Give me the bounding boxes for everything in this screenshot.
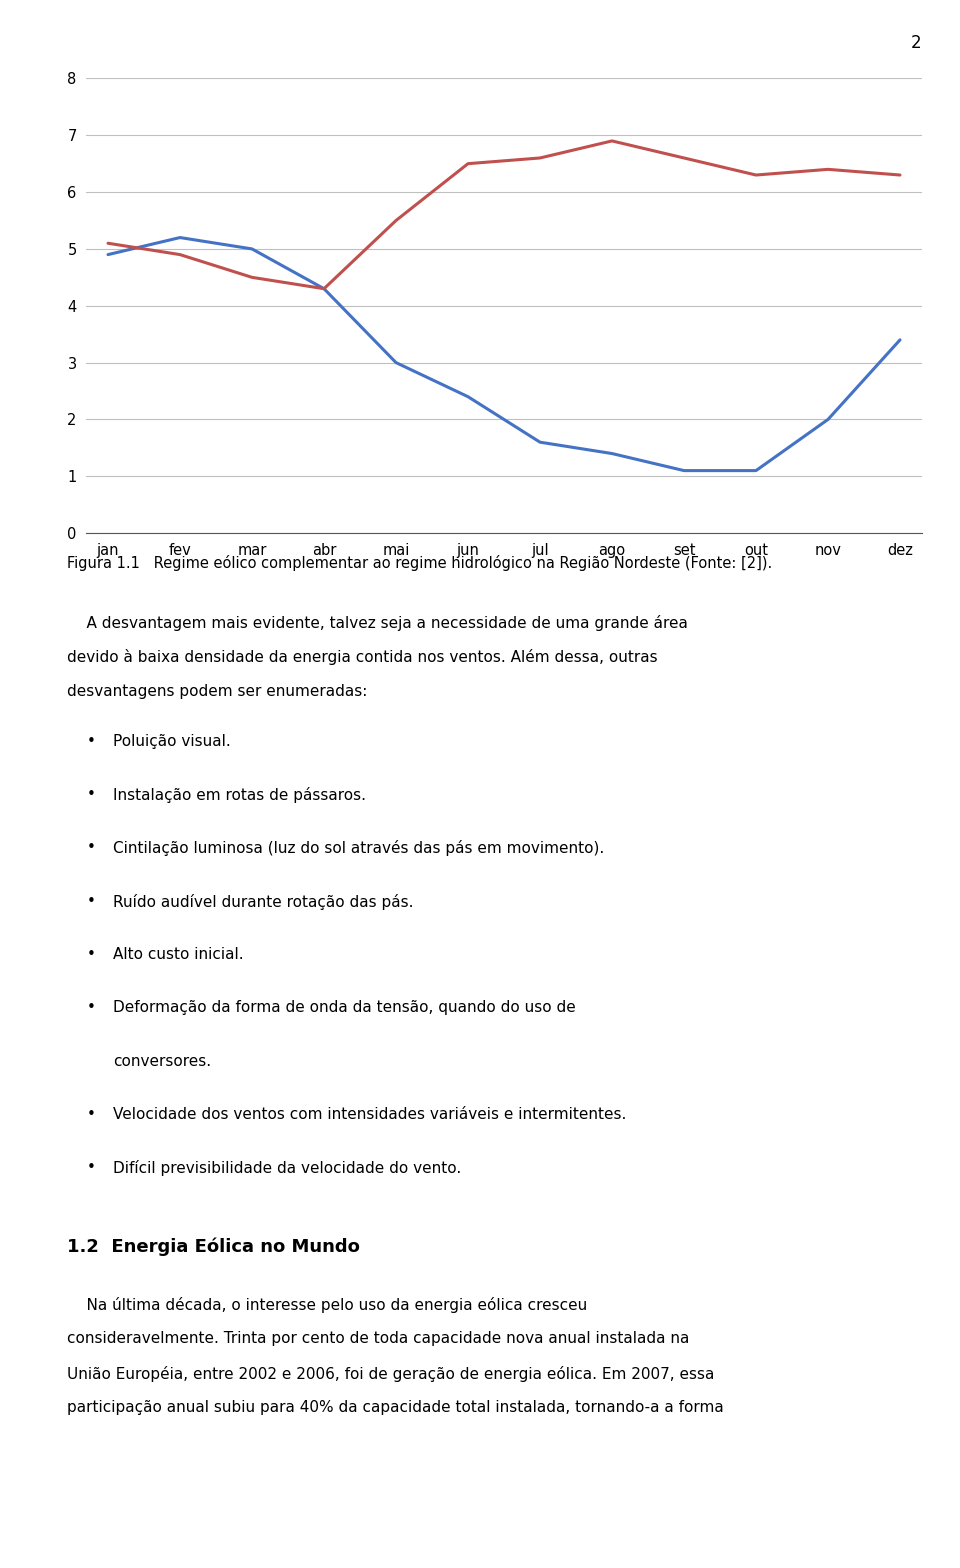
Text: Cintilação luminosa (luz do sol através das pás em movimento).: Cintilação luminosa (luz do sol através …	[113, 840, 605, 856]
Text: 1.2  Energia Eólica no Mundo: 1.2 Energia Eólica no Mundo	[67, 1237, 360, 1256]
Text: •: •	[86, 947, 96, 963]
Text: desvantagens podem ser enumeradas:: desvantagens podem ser enumeradas:	[67, 684, 368, 699]
Text: •: •	[86, 734, 96, 750]
Text: Ruído audível durante rotação das pás.: Ruído audível durante rotação das pás.	[113, 894, 414, 909]
Text: Deformação da forma de onda da tensão, quando do uso de: Deformação da forma de onda da tensão, q…	[113, 1000, 576, 1016]
Text: participação anual subiu para 40% da capacidade total instalada, tornando-a a fo: participação anual subiu para 40% da cap…	[67, 1400, 724, 1416]
Text: •: •	[86, 1107, 96, 1123]
Text: Instalação em rotas de pássaros.: Instalação em rotas de pássaros.	[113, 787, 367, 803]
Text: •: •	[86, 1160, 96, 1176]
Text: União Européia, entre 2002 e 2006, foi de geração de energia eólica. Em 2007, es: União Européia, entre 2002 e 2006, foi d…	[67, 1366, 714, 1381]
Text: Difícil previsibilidade da velocidade do vento.: Difícil previsibilidade da velocidade do…	[113, 1160, 462, 1176]
Text: Figura 1.1   Regime eólico complementar ao regime hidrológico na Região Nordeste: Figura 1.1 Regime eólico complementar ao…	[67, 555, 773, 571]
Text: consideravelmente. Trinta por cento de toda capacidade nova anual instalada na: consideravelmente. Trinta por cento de t…	[67, 1331, 689, 1347]
Text: •: •	[86, 1000, 96, 1016]
Text: •: •	[86, 894, 96, 909]
Text: Alto custo inicial.: Alto custo inicial.	[113, 947, 244, 963]
Text: conversores.: conversores.	[113, 1054, 211, 1069]
Text: 2: 2	[911, 34, 922, 52]
Text: •: •	[86, 840, 96, 856]
Text: devido à baixa densidade da energia contida nos ventos. Além dessa, outras: devido à baixa densidade da energia cont…	[67, 649, 658, 665]
Text: A desvantagem mais evidente, talvez seja a necessidade de uma grande área: A desvantagem mais evidente, talvez seja…	[67, 615, 688, 630]
Text: Na última década, o interesse pelo uso da energia eólica cresceu: Na última década, o interesse pelo uso d…	[67, 1297, 588, 1312]
Text: Velocidade dos ventos com intensidades variáveis e intermitentes.: Velocidade dos ventos com intensidades v…	[113, 1107, 627, 1123]
Text: •: •	[86, 787, 96, 803]
Text: Poluição visual.: Poluição visual.	[113, 734, 231, 750]
